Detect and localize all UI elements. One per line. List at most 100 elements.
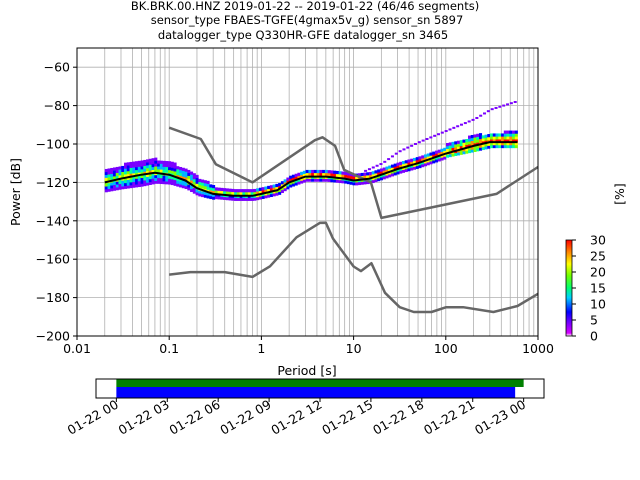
pdf-cell (498, 136, 502, 140)
pdf-cell (126, 173, 130, 178)
pdf-cell (476, 139, 480, 143)
date-tick-label: 01-22 15 (319, 397, 375, 438)
pdf-cell (512, 133, 516, 137)
pdf-cell (501, 144, 505, 149)
pdf-cell (201, 191, 205, 195)
pdf-cell (157, 160, 161, 164)
pdf-outlier-cell (379, 163, 383, 166)
pdf-cell (484, 143, 488, 147)
pdf-cell (388, 171, 392, 175)
pdf-cell (341, 174, 345, 178)
x-tick-label: 100 (434, 341, 458, 356)
pdf-cell (440, 148, 444, 152)
pdf-cell (349, 181, 353, 185)
pdf-cell (159, 160, 163, 164)
pdf-cell (509, 133, 513, 137)
pdf-cell (470, 149, 474, 153)
pdf-cell (327, 172, 331, 177)
pdf-cell (170, 167, 174, 171)
pdf-cell (176, 180, 180, 184)
pdf-cell (201, 193, 205, 198)
pdf-cell (503, 139, 507, 143)
date-tick-label: 01-22 06 (167, 397, 223, 438)
pdf-cell (104, 174, 108, 178)
pdf-cell (165, 178, 169, 182)
pdf-cell (162, 160, 166, 165)
pdf-cell (187, 178, 191, 182)
pdf-outlier-cell (410, 144, 414, 147)
x-tick-label: 0.1 (159, 341, 179, 356)
pdf-cell (110, 176, 114, 180)
pdf-cell (124, 165, 128, 169)
pdf-cell (506, 130, 510, 134)
pdf-cell (267, 188, 271, 192)
pdf-cell (390, 170, 395, 174)
pdf-cell (198, 190, 202, 194)
pdf-cell (294, 179, 298, 183)
pdf-cell (113, 173, 117, 177)
date-tick-label: 01-22 09 (217, 397, 273, 438)
pdf-cell (324, 172, 328, 176)
pdf-cell (313, 178, 317, 182)
pdf-cell (481, 138, 485, 142)
pdf-cell (168, 161, 172, 165)
pdf-cell (470, 140, 474, 144)
pdf-cell (245, 192, 249, 196)
colorbar-label: [%] (612, 183, 627, 205)
pdf-cell (121, 174, 125, 178)
pdf-cell (388, 168, 392, 172)
pdf-cell (300, 171, 304, 175)
pdf-cell (198, 178, 202, 183)
pdf-cell (198, 181, 202, 185)
pdf-cell (503, 130, 507, 134)
pdf-cell (165, 181, 169, 185)
pdf-cell (335, 179, 339, 183)
pdf-cell (316, 178, 320, 182)
pdf-cell (170, 179, 174, 183)
colorbar-tick-label: 10 (590, 297, 606, 312)
pdf-cell (159, 175, 163, 179)
pdf-cell (434, 156, 439, 160)
pdf-cell (231, 197, 235, 201)
pdf-cell (360, 172, 364, 177)
pdf-cell (462, 139, 466, 143)
pdf-outlier-cell (364, 169, 368, 172)
pdf-cell (465, 147, 469, 151)
pdf-cell (457, 143, 461, 147)
pdf-cell (492, 144, 496, 149)
pdf-cell (457, 152, 461, 156)
pdf-cell (209, 195, 213, 200)
pdf-cell (379, 174, 384, 178)
pdf-outlier-cell (387, 158, 391, 161)
pdf-outlier-cell (390, 155, 394, 158)
pdf-outlier-cell (486, 110, 490, 113)
pdf-cell (195, 180, 199, 184)
pdf-cell (426, 153, 430, 157)
pdf-cell (223, 196, 227, 200)
pdf-cell (137, 166, 141, 170)
pdf-cell (509, 144, 513, 149)
pdf-cell (327, 178, 331, 182)
pdf-cell (484, 134, 488, 138)
pdf-cell (107, 182, 111, 187)
availability-bars (116, 379, 524, 398)
pdf-cell (148, 161, 152, 165)
pdf-cell (146, 173, 150, 177)
pdf-cell (132, 164, 136, 168)
pdf-cell (165, 166, 169, 170)
pdf-cell (484, 137, 488, 141)
pdf-cell (275, 186, 279, 190)
pdf-cell (220, 187, 224, 192)
pdf-cell (492, 142, 496, 146)
pdf-cell (291, 180, 295, 184)
pdf-cell (176, 171, 180, 176)
pdf-cell (261, 187, 265, 191)
pdf-cell (190, 171, 194, 175)
pdf-cell (135, 184, 139, 188)
pdf-outlier-cell (452, 126, 456, 129)
pdf-cell (445, 154, 450, 158)
pdf-cell (217, 187, 221, 191)
pdf-cell (514, 139, 518, 143)
pdf-cell (374, 178, 378, 183)
